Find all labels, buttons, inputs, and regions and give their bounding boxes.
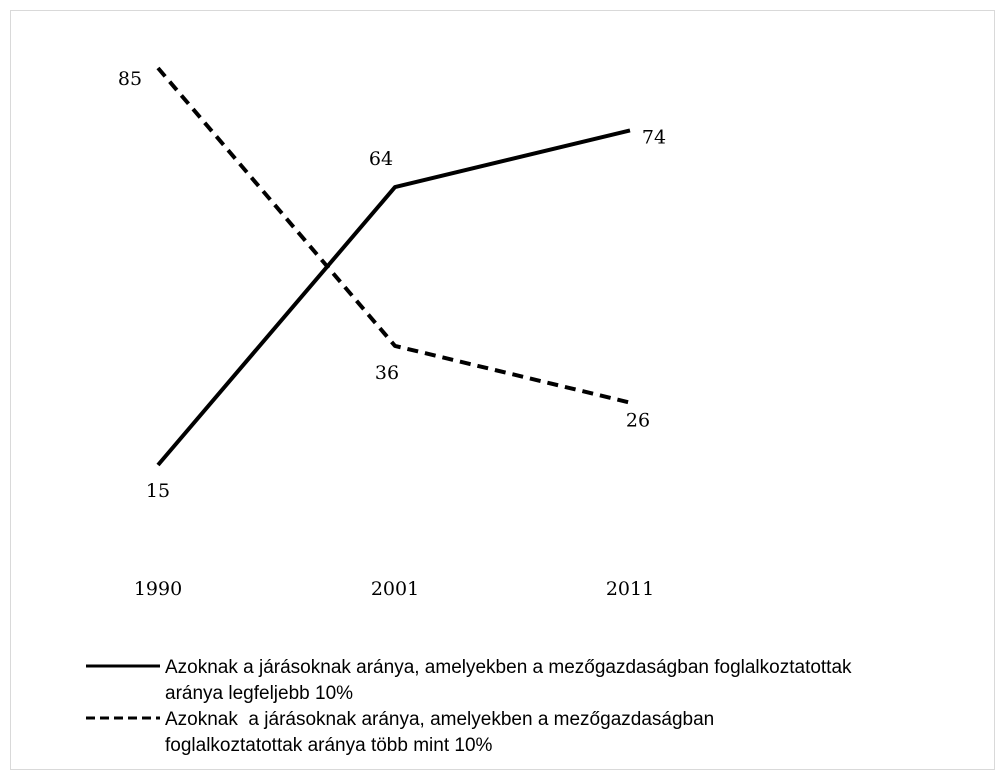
- x-tick-label: 2001: [371, 578, 419, 600]
- series-line-solid: [156, 128, 631, 467]
- legend-label: foglalkoztatottak aránya több mint 10%: [165, 735, 493, 756]
- series-line-dashed: [156, 66, 631, 405]
- data-label: 85: [118, 68, 142, 90]
- legend-label: Azoknak a járásoknak aránya, amelyekben …: [165, 709, 714, 730]
- data-label: 15: [146, 480, 170, 502]
- legend-label: Azoknak a járásoknak aránya, amelyekben …: [165, 657, 852, 678]
- chart-frame: [10, 10, 995, 770]
- x-tick-label: 2011: [606, 578, 654, 600]
- data-label: 36: [375, 362, 399, 384]
- legend-label: aránya legfeljebb 10%: [165, 683, 353, 704]
- x-tick-label: 1990: [134, 578, 182, 600]
- data-label: 64: [369, 148, 393, 170]
- data-label: 74: [642, 126, 666, 148]
- data-label: 26: [626, 410, 650, 432]
